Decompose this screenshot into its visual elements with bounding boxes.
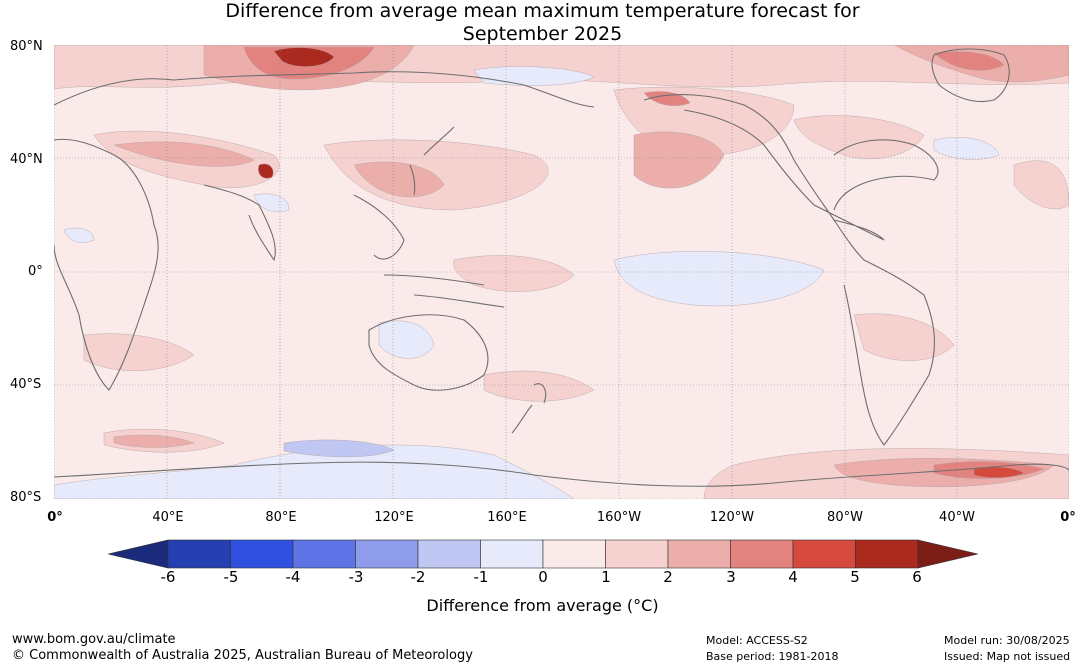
colorbar-extend-low (108, 539, 169, 569)
anomaly-region (273, 47, 335, 67)
lon-label-0-left: 0° (47, 510, 63, 525)
colorbar-label: Difference from average (°C) (426, 596, 659, 615)
colorbar-tick: 6 (912, 568, 922, 586)
lat-label-40s: 40°S (10, 377, 42, 392)
lat-label-0: 0° (28, 264, 43, 279)
anomaly-region (453, 255, 575, 292)
footer-issued: Issued: Map not issued (944, 650, 1071, 663)
anomaly-region (113, 434, 195, 448)
lon-label-0-right: 0° (1060, 510, 1076, 525)
anomaly-regions (53, 44, 1070, 500)
colorbar-swatch (667, 539, 731, 569)
colorbar-swatch (855, 539, 919, 569)
lon-label-80e: 80°E (265, 510, 297, 525)
footer-model-run: Model run: 30/08/2025 (944, 634, 1070, 647)
colorbar-swatch (292, 539, 356, 569)
footer-website: www.bom.gov.au/climate (12, 632, 176, 647)
anomaly-region (63, 227, 95, 243)
lat-label-80s: 80°S (10, 490, 42, 505)
colorbar-swatch (167, 539, 231, 569)
colorbar-tick: 4 (788, 568, 798, 586)
anomaly-region (258, 163, 274, 179)
colorbar-tick: 2 (663, 568, 673, 586)
colorbar-swatch (605, 539, 669, 569)
coastline (833, 139, 939, 211)
colorbar (108, 539, 978, 569)
colorbar-tick: 1 (601, 568, 611, 586)
coastline (53, 138, 159, 391)
colorbar-tick: -6 (160, 568, 176, 586)
lon-label-80w: 80°W (827, 510, 863, 525)
coastline (53, 461, 1070, 487)
colorbar-swatch (730, 539, 794, 569)
lon-label-120e: 120°E (374, 510, 414, 525)
coastline (511, 383, 547, 434)
colorbar-tick: 5 (850, 568, 860, 586)
coastline (368, 314, 489, 391)
map-title: Difference from average mean maximum tem… (0, 0, 1085, 46)
footer-copyright: © Commonwealth of Australia 2025, Austra… (12, 648, 473, 663)
lon-label-120w: 120°W (709, 510, 755, 525)
anomaly-region (613, 251, 825, 307)
coastline (833, 219, 935, 446)
coastline (931, 48, 1010, 103)
colorbar-swatch (480, 539, 544, 569)
lon-label-40w: 40°W (939, 510, 975, 525)
colorbar-swatch (542, 539, 606, 569)
anomaly-region (633, 131, 725, 189)
lon-label-40e: 40°E (152, 510, 184, 525)
footer-model: Model: ACCESS-S2 (706, 634, 808, 647)
colorbar-swatch (792, 539, 856, 569)
anomaly-region (353, 161, 445, 198)
coastline (203, 184, 276, 262)
colorbar-tick: -5 (223, 568, 239, 586)
anomaly-region (113, 141, 255, 167)
footer-base-period: Base period: 1981-2018 (706, 650, 839, 663)
anomaly-region (853, 313, 955, 361)
lat-label-80n: 80°N (10, 39, 43, 54)
colorbar-swatch (355, 539, 419, 569)
lon-label-160e: 160°E (487, 510, 527, 525)
anomaly-region (793, 115, 925, 160)
lon-label-160w: 160°W (596, 510, 642, 525)
coastlines (53, 48, 1070, 487)
anomaly-region (933, 51, 1005, 71)
title-line-1: Difference from average mean maximum tem… (225, 0, 860, 22)
colorbar-tick: -3 (348, 568, 364, 586)
forecast-map-svg (53, 44, 1070, 500)
lat-label-40n: 40°N (10, 152, 43, 167)
anomaly-region (323, 139, 549, 211)
colorbar-tick: -2 (410, 568, 426, 586)
anomaly-region (483, 370, 595, 402)
anomaly-region (933, 137, 1000, 160)
colorbar-tick: 0 (538, 568, 548, 586)
coastline (353, 194, 505, 308)
anomaly-region (83, 333, 195, 371)
colorbar-tick: 3 (726, 568, 736, 586)
coastline (643, 94, 885, 241)
colorbar-swatch (230, 539, 294, 569)
coastline (409, 126, 455, 196)
colorbar-tick: -1 (473, 568, 489, 586)
colorbar-tick: -4 (285, 568, 301, 586)
colorbar-extend-high (917, 539, 978, 569)
forecast-map (53, 44, 1070, 500)
title-line-2: September 2025 (462, 23, 623, 45)
anomaly-region (283, 439, 395, 458)
colorbar-swatch (417, 539, 481, 569)
coastline (53, 71, 595, 108)
